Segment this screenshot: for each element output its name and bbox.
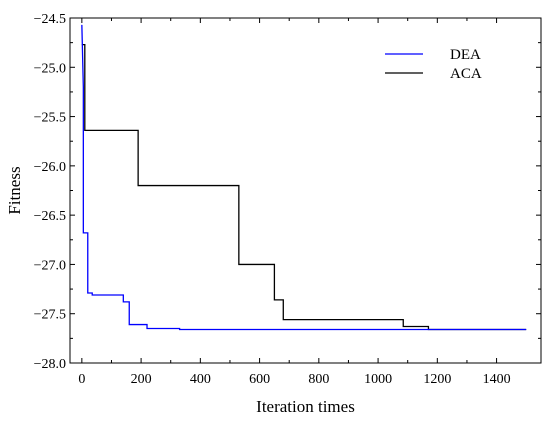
y-axis-title: Fitness	[5, 166, 24, 214]
series-line-aca	[81, 43, 527, 331]
x-tick-label: 400	[190, 372, 211, 387]
x-axis-title: Iteration times	[256, 397, 355, 416]
y-tick-label: −27.0	[34, 258, 66, 273]
y-tick-label: −26.0	[34, 160, 66, 175]
x-tick-label: 200	[131, 372, 152, 387]
x-tick-label: 600	[249, 372, 270, 387]
y-tick-label: −25.5	[34, 111, 66, 126]
y-tick-label: −28.0	[34, 357, 66, 372]
x-tick-label: 1000	[364, 372, 392, 387]
series-lines	[81, 24, 527, 331]
x-tick-label: 1200	[423, 372, 451, 387]
legend-label-aca: ACA	[450, 66, 482, 82]
series-line-dea	[81, 24, 527, 331]
legend-label-dea: DEA	[450, 47, 481, 63]
x-tick-label: 0	[78, 372, 85, 387]
y-tick-label: −25.0	[34, 61, 66, 76]
x-tick-label: 800	[308, 372, 329, 387]
legend: DEA ACA	[385, 47, 482, 82]
axis-ticks: 0 200 400 600 800 1000 1200 1400 −28.0 −27.5 −27.0…	[34, 12, 541, 387]
x-tick-label: 1400	[483, 372, 511, 387]
y-tick-label: −26.5	[34, 209, 66, 224]
y-tick-label: −24.5	[34, 12, 66, 27]
y-tick-label: −27.5	[34, 308, 66, 323]
